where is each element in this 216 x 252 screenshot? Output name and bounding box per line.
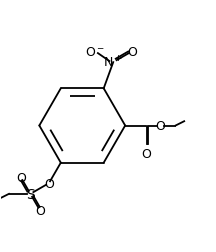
Text: O: O xyxy=(35,204,45,217)
Text: O: O xyxy=(156,119,165,133)
Text: O: O xyxy=(44,177,54,190)
Text: O: O xyxy=(16,171,26,184)
Text: $\mathrm{N}^+$: $\mathrm{N}^+$ xyxy=(103,55,123,71)
Text: S: S xyxy=(26,187,35,201)
Text: $\mathrm{O}^-$: $\mathrm{O}^-$ xyxy=(85,46,105,59)
Text: O: O xyxy=(127,46,137,59)
Text: O: O xyxy=(142,147,152,160)
